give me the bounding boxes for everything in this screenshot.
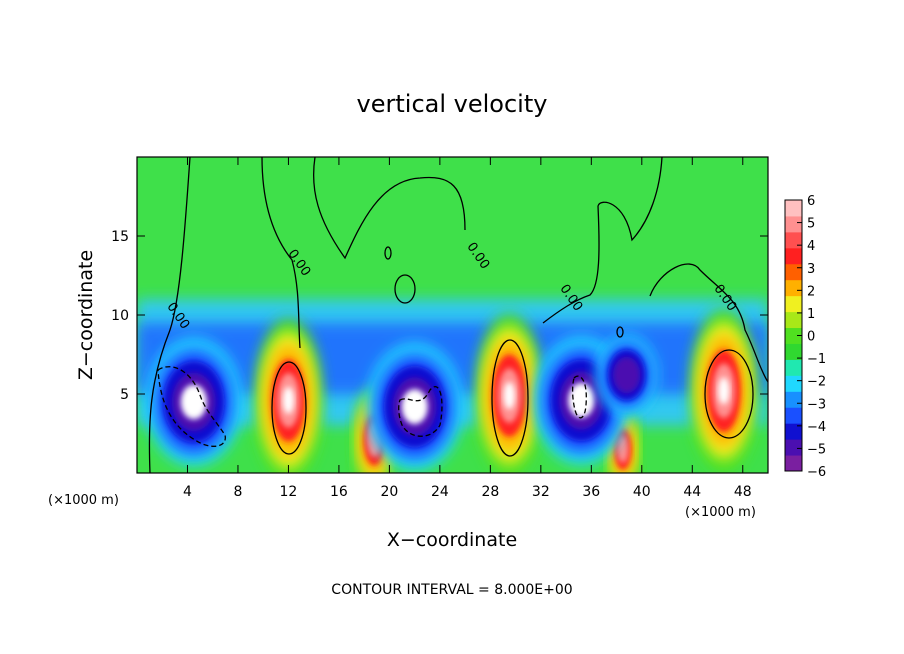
zero-contour-4 (597, 157, 663, 242)
x-tick-label: 48 (734, 484, 752, 500)
colorbar-swatch (785, 439, 802, 456)
contour-lines (148, 157, 768, 473)
colorbar-swatch (785, 200, 802, 217)
y-tick-label: 15 (111, 229, 129, 245)
updraft-2 (475, 313, 544, 473)
x-tick-label: 40 (633, 484, 651, 500)
x-tick-label: 12 (280, 484, 298, 500)
colorbar-swatch (785, 391, 802, 408)
colorbar-tick-label: −6 (807, 465, 826, 480)
x-tick-label: 4 (183, 484, 192, 500)
colorbar-tick-label: 6 (807, 194, 815, 209)
downdraft-1 (145, 337, 242, 466)
colorbar-tick-label: 2 (807, 284, 815, 299)
colorbar-tick-label: 5 (807, 217, 815, 232)
y-axis: 5 10 15 (111, 229, 768, 403)
zero-contour-5 (649, 263, 768, 383)
zero-contour-9 (616, 326, 624, 338)
downdraft-layer (401, 389, 428, 425)
y-tick-label: 10 (111, 308, 129, 324)
colorbar-tick-label: 1 (807, 307, 815, 322)
x-tick-label: 16 (330, 484, 348, 500)
x-tick-label: 44 (683, 484, 701, 500)
colorbar-tick-label: −2 (807, 375, 826, 390)
updraft-contour-3 (704, 349, 754, 439)
colorbar-swatch (785, 311, 802, 329)
colorbar-swatch (785, 343, 802, 360)
colorbar-swatch (785, 423, 802, 440)
colorbar (784, 199, 803, 472)
colorbar-swatch (785, 375, 802, 392)
zero-contour-7 (394, 274, 416, 304)
colorbar-ticks: 6 5 4 3 2 1 0 −1 −2 −3 −4 −5 −6 (797, 194, 826, 480)
downdraft-layer (613, 356, 641, 394)
downdraft-layer (568, 382, 595, 418)
zero-contour-3 (312, 157, 466, 260)
zero-contour-6 (542, 205, 600, 324)
y-axis-label: Z−coordinate (75, 250, 97, 380)
updraft-layer (282, 386, 295, 414)
colorbar-swatch (785, 455, 802, 472)
updraft-layer (503, 381, 515, 410)
downdraft-layer (180, 384, 207, 420)
x-units-right: (×1000 m) (685, 505, 756, 520)
colorbar-swatch (785, 327, 802, 344)
colorbar-swatch (785, 215, 802, 233)
updraft-layer (617, 435, 629, 463)
x-tick-label: 32 (532, 484, 550, 500)
colorbar-swatch (785, 279, 802, 297)
downdraft-4 (596, 335, 657, 416)
colorbar-tick-label: 4 (807, 239, 815, 254)
x-axis: 4 8 12 16 20 24 28 32 36 40 44 48 (183, 157, 752, 500)
downdraft-2 (366, 342, 463, 471)
colorbar-tick-label: 0 (807, 330, 815, 345)
colorbar-tick-label: 3 (807, 262, 815, 277)
colorbar-swatch (785, 407, 802, 424)
zero-contour-8 (384, 246, 392, 260)
velocity-field (137, 299, 768, 473)
updraft-1 (254, 318, 323, 473)
x-tick-label: 28 (481, 484, 499, 500)
x-tick-label: 36 (582, 484, 600, 500)
zero-contour-2 (261, 157, 301, 349)
colorbar-swatch (785, 263, 802, 281)
x-axis-label: X−coordinate (387, 529, 517, 551)
updraft-3 (689, 308, 758, 473)
downdraft-contour-1 (157, 366, 226, 447)
zero-contour-1 (148, 157, 191, 473)
updraft-contour-2 (491, 339, 529, 457)
plot-area: 0.000.00 0.000.00 0.00 (137, 157, 768, 473)
colorbar-swatch (785, 247, 802, 265)
colorbar-tick-label: −1 (807, 352, 826, 367)
x-tick-label: 20 (380, 484, 398, 500)
colorbar-swatch (785, 359, 802, 376)
y-tick-label: 5 (120, 387, 129, 403)
x-tick-label: 24 (431, 484, 449, 500)
downdraft-contour-2 (398, 386, 443, 437)
x-tick-label: 8 (233, 484, 242, 500)
colorbar-swatch (785, 295, 802, 313)
updraft-layer (718, 377, 730, 405)
x-units-left: (×1000 m) (48, 493, 119, 508)
colorbar-tick-label: −5 (807, 442, 826, 457)
colorbar-swatch (785, 231, 802, 249)
colorbar-tick-label: −4 (807, 420, 826, 435)
chart-title: vertical velocity (357, 90, 548, 118)
updraft-contour-1 (271, 361, 307, 455)
downdraft-contour-3 (571, 375, 587, 419)
colorbar-tick-label: −3 (807, 397, 826, 412)
contour-interval-note: CONTOUR INTERVAL = 8.000E+00 (331, 582, 572, 598)
